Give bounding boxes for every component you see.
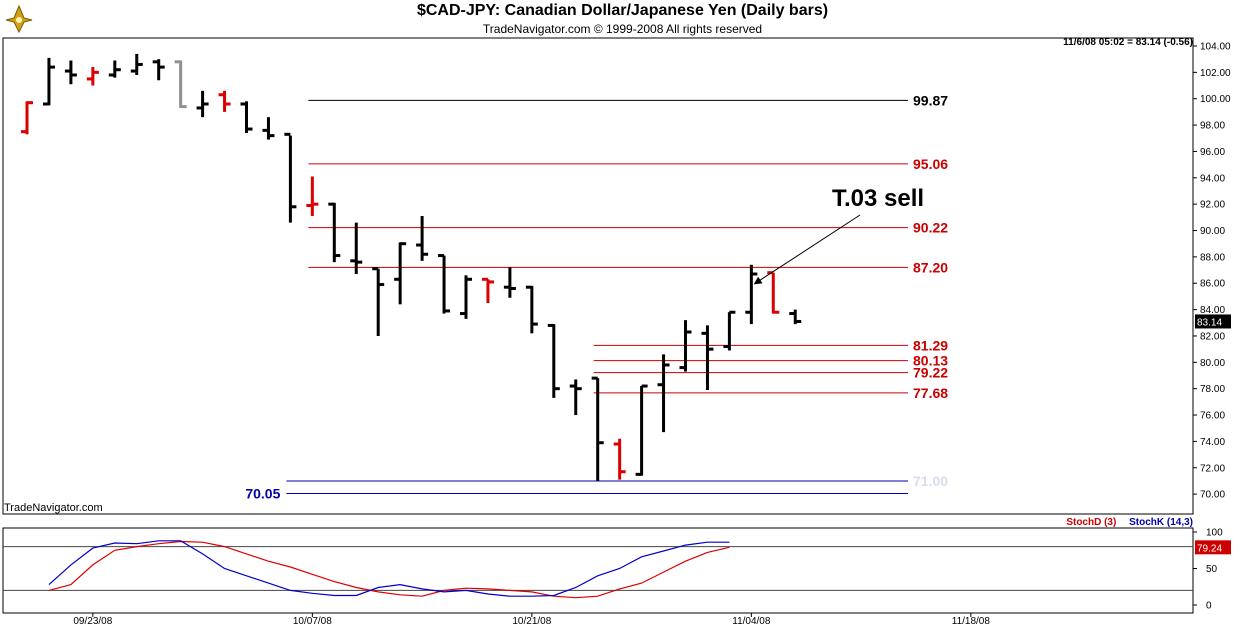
level-label: 95.06 [913,156,948,172]
y-tick-label: 82.00 [1200,331,1225,342]
y-tick-label: 94.00 [1200,173,1225,184]
level-label: 80.13 [913,353,948,369]
stoch-legend: StochD (3) StochK (14,3) [1066,517,1193,528]
price-bar [591,376,604,481]
price-bar [789,309,802,325]
y-tick-label: 76.00 [1200,411,1225,422]
price-bar [438,254,451,314]
price-bar [42,57,55,106]
price-bar [86,67,99,86]
level-label: 71.00 [913,473,948,489]
stoch-tick-label: 50 [1206,564,1218,575]
x-tick-label: 10/21/08 [512,616,551,627]
chart-title: $CAD-JPY: Canadian Dollar/Japanese Yen (… [416,2,829,19]
price-bar [350,222,363,275]
y-tick-label: 78.00 [1200,384,1225,395]
price-panel-frame [2,37,1194,515]
price-bar [767,271,780,314]
last-price-box [1195,314,1231,329]
level-label: 79.22 [913,365,948,381]
price-bar [657,354,670,433]
y-tick-label: 88.00 [1200,252,1225,263]
x-tick-label: 11/04/08 [732,616,771,627]
level-label: 90.22 [913,220,948,236]
x-tick-label: 10/07/08 [293,616,332,627]
price-bar [613,438,626,480]
price-bar [503,267,516,298]
price-bar [635,384,648,476]
last-price-label: 83.14 [1197,317,1222,328]
price-bar [108,60,121,78]
price-bar [262,117,275,140]
price-bar [547,323,560,398]
y-tick-label: 70.00 [1200,490,1225,501]
price-bar [284,132,297,223]
y-tick-label: 90.00 [1200,226,1225,237]
price-bar [152,59,165,81]
x-tick-label: 09/23/08 [73,616,112,627]
price-bar [723,310,736,351]
price-bar [130,53,143,75]
y-tick-label: 74.00 [1200,437,1225,448]
stoch-last-box [1195,540,1231,555]
price-bar [745,264,758,325]
stoch-tick-label: 0 [1206,601,1212,612]
price-bar [525,285,538,334]
price-readout: 11/6/08 05:02 = 83.14 (-0.56) [1063,37,1193,48]
stoch-tick-label: 100 [1206,528,1223,539]
y-tick-label: 72.00 [1200,463,1225,474]
price-bar [481,277,494,304]
y-tick-label: 80.00 [1200,358,1225,369]
level-label: 99.87 [913,92,948,108]
price-bar [64,60,77,85]
stoch-last-label: 79.24 [1197,543,1222,554]
y-tick-label: 102.00 [1200,68,1231,79]
price-bar [240,101,253,133]
y-tick-label: 84.00 [1200,305,1225,316]
price-bar [394,242,407,305]
price-bar [306,176,319,217]
y-tick-label: 98.00 [1200,121,1225,132]
legend-stochk: StochK (14,3) [1129,517,1193,528]
level-label: 81.29 [913,337,948,353]
price-bar [218,90,231,112]
y-tick-label: 86.00 [1200,279,1225,290]
level-label: 70.05 [245,485,280,501]
tradenavigator-logo-icon [4,4,34,34]
price-bar [372,267,385,336]
y-tick-label: 96.00 [1200,147,1225,158]
level-label: 77.68 [913,385,948,401]
price-bar [196,90,209,118]
y-tick-label: 92.00 [1200,200,1225,211]
level-label: 87.20 [913,259,948,275]
annotation-label: T.03 sell [832,185,924,212]
y-tick-label: 100.00 [1200,94,1231,105]
price-bar [569,379,582,416]
price-bar [679,320,692,372]
stochk-line [48,540,730,597]
credit-text: TradeNavigator.com [4,502,103,514]
x-tick-label: 11/18/08 [952,616,991,627]
legend-stochd: StochD (3) [1066,517,1117,528]
price-bar [21,101,33,135]
chart-subtitle: TradeNavigator.com © 1999-2008 All right… [482,22,763,36]
price-bar [460,275,472,319]
stochd-line [48,540,730,599]
price-bar [174,60,187,109]
annotation-arrow [753,214,861,285]
price-bar [701,325,714,390]
stoch-panel-frame [2,527,1194,614]
y-tick-label: 104.00 [1200,42,1231,53]
price-bar [416,216,429,261]
price-bar [328,202,341,263]
